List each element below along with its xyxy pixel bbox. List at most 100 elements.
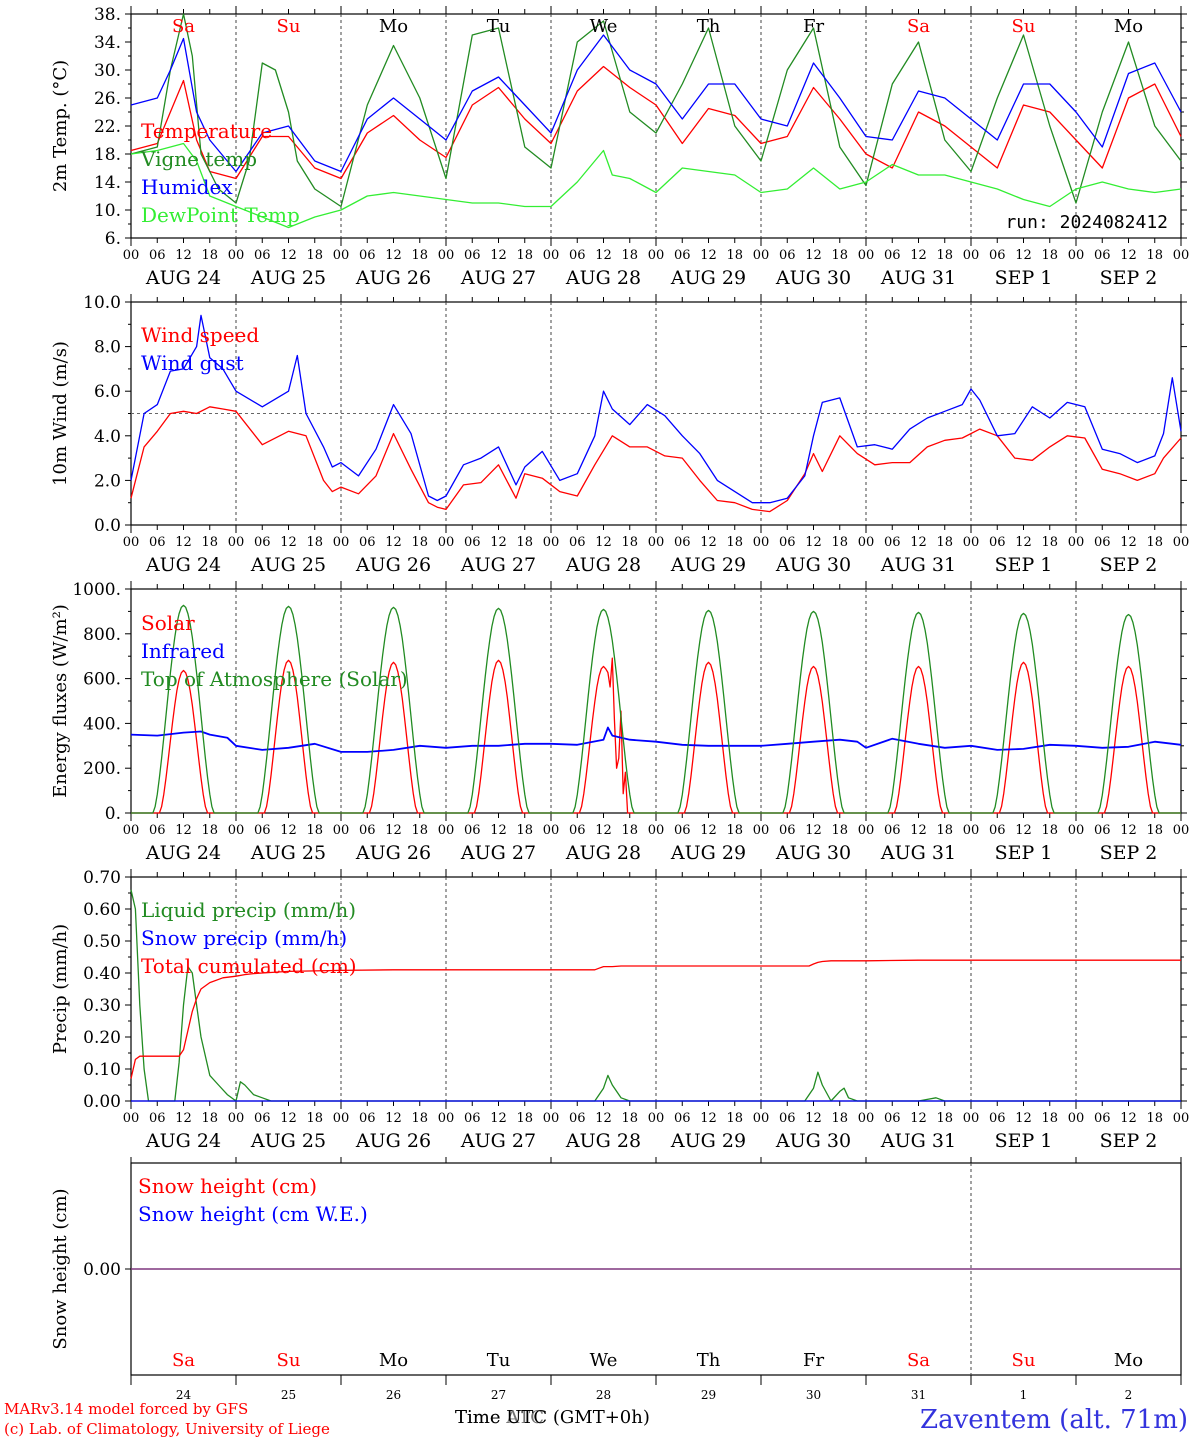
weekday-label-bottom: Sa (907, 1350, 930, 1371)
x-hour-label: 12 (595, 535, 612, 550)
x-hour-label: 06 (359, 535, 376, 550)
legend-vigne-temp: Vigne temp (140, 147, 257, 171)
x-hour-label: 00 (753, 823, 770, 838)
x-hour-label: 18 (621, 823, 638, 838)
x-hour-label: 18 (726, 1111, 743, 1126)
x-hour-label: 12 (910, 1111, 927, 1126)
x-date-label: AUG 24 (145, 1130, 221, 1152)
x-hour-label: 06 (779, 823, 796, 838)
weekday-label-bottom: Mo (1114, 1350, 1143, 1371)
x-hour-label: 12 (280, 535, 297, 550)
day-number-label: 24 (176, 1388, 192, 1402)
x-hour-label: 00 (228, 248, 245, 263)
series-temperature (130, 65, 1182, 180)
x-hour-label: 18 (1146, 248, 1163, 263)
series-infrared (130, 726, 1182, 753)
x-hour-label: 12 (805, 823, 822, 838)
weekday-label-top: Mo (379, 16, 408, 37)
x-hour-label: 12 (490, 823, 507, 838)
x-hour-label: 12 (1015, 535, 1032, 550)
y-tick-label: 38. (94, 5, 121, 25)
y-tick-label: 0. (105, 804, 121, 824)
x-hour-label: 06 (569, 823, 586, 838)
x-hour-label: 06 (149, 248, 166, 263)
x-hour-label: 06 (779, 1111, 796, 1126)
footer-lab: (c) Lab. of Climatology, University of L… (4, 1420, 330, 1438)
x-hour-label: 00 (228, 823, 245, 838)
x-hour-label: 18 (1146, 823, 1163, 838)
y-tick-label: 0.00 (83, 1092, 121, 1112)
x-hour-label: 00 (753, 535, 770, 550)
y-axis-label: Precip (mm/h) (50, 924, 71, 1054)
x-hour-label: 06 (149, 823, 166, 838)
y-tick-label: 0.70 (83, 868, 121, 888)
x-date-label: AUG 31 (880, 1130, 956, 1152)
x-hour-label: 12 (280, 1111, 297, 1126)
y-tick-label: 1000. (72, 580, 121, 600)
day-number-label: 28 (596, 1388, 611, 1402)
x-hour-label: 00 (1068, 1111, 1085, 1126)
x-hour-label: 00 (648, 823, 665, 838)
x-hour-label: 12 (280, 248, 297, 263)
x-date-label: SEP 1 (995, 267, 1053, 289)
x-date-label: SEP 2 (1100, 267, 1158, 289)
x-hour-label: 06 (989, 535, 1006, 550)
x-hour-label: 06 (674, 535, 691, 550)
x-date-label: AUG 28 (565, 1130, 641, 1152)
x-hour-label: 18 (726, 535, 743, 550)
x-hour-label: 18 (831, 1111, 848, 1126)
x-date-label: AUG 24 (145, 554, 221, 576)
legend-snow-precip-mm-h-: Snow precip (mm/h) (141, 926, 347, 950)
series-top-of-atmosphere-solar- (131, 604, 1181, 814)
y-tick-label: 10. (94, 201, 121, 221)
x-date-label: AUG 28 (565, 842, 641, 864)
x-hour-label: 18 (516, 823, 533, 838)
y-tick-label: 8.0 (94, 338, 121, 358)
x-hour-label: 00 (228, 1111, 245, 1126)
weekday-label-bottom: Sa (172, 1350, 195, 1371)
x-hour-label: 18 (936, 248, 953, 263)
legend-temperature: Temperature (141, 119, 272, 143)
x-date-label: AUG 30 (775, 267, 851, 289)
y-tick-label: 200. (83, 759, 121, 779)
x-hour-label: 00 (123, 823, 140, 838)
weekday-label-bottom: Th (697, 1350, 721, 1371)
x-hour-label: 18 (1041, 1111, 1058, 1126)
x-date-label: AUG 26 (355, 842, 431, 864)
y-tick-label: 10.0 (83, 293, 121, 313)
x-hour-label: 18 (516, 248, 533, 263)
y-axis-label: Snow height (cm) (50, 1188, 71, 1349)
legend-dewpoint-temp: DewPoint Temp (141, 203, 300, 227)
x-hour-label: 12 (1120, 823, 1137, 838)
x-hour-label: 00 (963, 823, 980, 838)
weekday-label-top: We (590, 16, 618, 37)
x-hour-label: 00 (123, 1111, 140, 1126)
weekday-label-bottom: Fr (803, 1350, 824, 1371)
x-hour-label: 12 (595, 823, 612, 838)
x-hour-label: 18 (726, 248, 743, 263)
day-number-label: 25 (281, 1388, 296, 1402)
footer-time-axis-label-overprint: Time ATC (455, 1407, 544, 1428)
x-hour-label: 18 (621, 248, 638, 263)
legend-snow-height-cm-w-e-: Snow height (cm W.E.) (138, 1202, 368, 1226)
legend-infrared: Infrared (141, 639, 225, 663)
x-hour-label: 12 (385, 1111, 402, 1126)
y-tick-label: 14. (94, 173, 121, 193)
day-number-label: 29 (701, 1388, 716, 1402)
weekday-label-top: Su (277, 16, 301, 37)
x-hour-label: 00 (1068, 823, 1085, 838)
x-hour-label: 06 (149, 1111, 166, 1126)
x-date-label: SEP 2 (1100, 1130, 1158, 1152)
x-date-label: AUG 30 (775, 842, 851, 864)
x-hour-label: 00 (648, 535, 665, 550)
x-hour-label: 00 (123, 248, 140, 263)
x-date-label: AUG 26 (355, 1130, 431, 1152)
x-hour-label: 06 (254, 1111, 271, 1126)
x-hour-label: 06 (989, 823, 1006, 838)
x-hour-label: 12 (805, 248, 822, 263)
y-tick-label: 0.10 (83, 1060, 121, 1080)
x-hour-label: 18 (411, 248, 428, 263)
x-hour-label: 18 (306, 248, 323, 263)
x-date-label: AUG 27 (460, 842, 536, 864)
